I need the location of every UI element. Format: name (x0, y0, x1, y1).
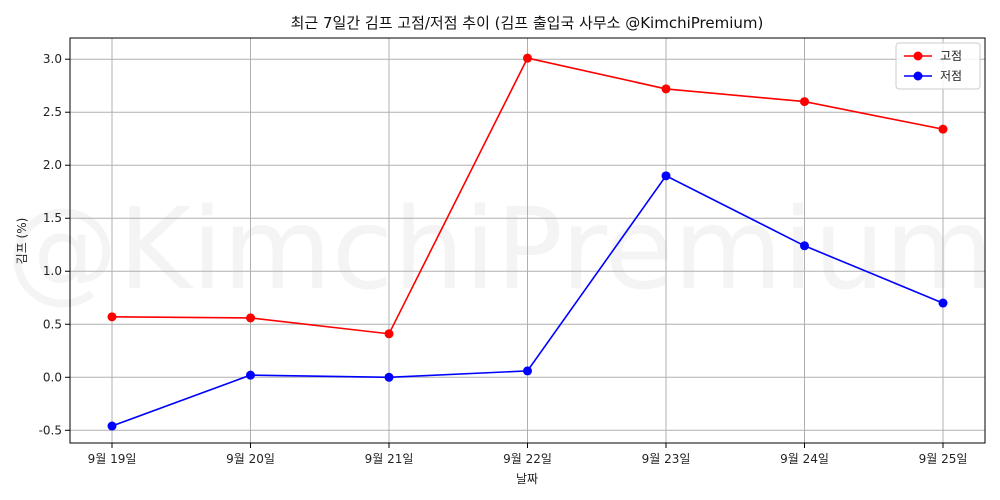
x-tick-label: 9월 21일 (365, 452, 414, 466)
data-point (384, 329, 394, 339)
y-axis-label: 김프 (%) (15, 218, 29, 265)
data-point (384, 372, 394, 382)
y-tick-label: 0.5 (43, 317, 62, 331)
x-tick-label: 9월 25일 (919, 452, 968, 466)
legend-label: 저점 (940, 69, 962, 83)
data-point (938, 298, 948, 308)
y-tick-label: -0.5 (39, 423, 62, 437)
x-axis-ticks: 9월 19일 9월 20일 9월 21일 9월 22일 9월 23일 9월 24일 9월 2… (88, 443, 968, 466)
data-point (800, 97, 809, 107)
legend-marker (913, 71, 923, 81)
legend-box (895, 42, 981, 90)
y-tick-label: 3.0 (43, 52, 62, 66)
data-point (938, 124, 948, 134)
y-tick-label: 1.5 (43, 211, 62, 225)
watermark-text: @KimchiPremium (6, 185, 994, 315)
data-point (661, 171, 671, 181)
chart-title: 최근 7일간 김프 고점/저점 추이 (김프 출입국 사무소 @KimchiPr… (291, 14, 764, 32)
x-tick-label: 9월 20일 (226, 452, 275, 466)
y-tick-label: 2.0 (43, 158, 62, 172)
data-point (107, 421, 117, 431)
series-layer (107, 53, 948, 431)
data-point (523, 53, 532, 63)
x-tick-label: 9월 24일 (780, 452, 829, 466)
y-axis-ticks: -0.5 0.0 0.5 1.0 1.5 2.0 2.5 3.0 (39, 52, 70, 437)
x-tick-label: 9월 19일 (88, 452, 137, 466)
y-tick-label: 1.0 (43, 264, 62, 278)
x-tick-label: 9월 23일 (642, 452, 691, 466)
y-tick-label: 0.0 (43, 370, 62, 384)
legend-marker (913, 51, 923, 61)
data-point (107, 312, 117, 322)
legend-label: 고점 (940, 49, 962, 63)
data-point (246, 370, 255, 380)
data-point (246, 313, 255, 323)
data-point (523, 366, 532, 376)
data-point (800, 241, 809, 251)
y-tick-label: 2.5 (43, 105, 62, 119)
x-tick-label: 9월 22일 (503, 452, 552, 466)
data-point (661, 84, 671, 94)
x-axis-label: 날짜 (516, 472, 538, 486)
